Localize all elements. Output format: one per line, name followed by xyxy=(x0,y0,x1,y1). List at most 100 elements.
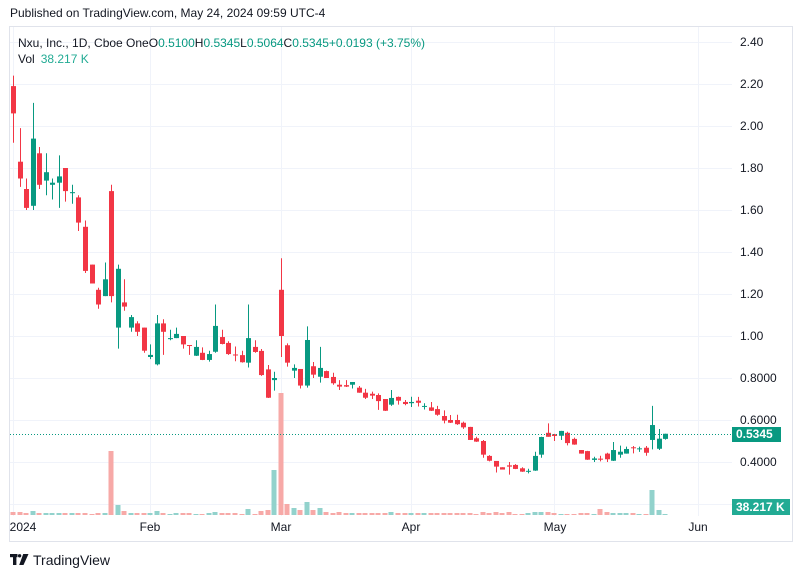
volume-bar xyxy=(460,513,466,515)
volume-bar xyxy=(225,513,231,515)
volume-bar xyxy=(291,508,297,515)
candle-up xyxy=(57,155,62,208)
candle-up xyxy=(422,403,427,410)
price-tick: 1.60 xyxy=(740,203,764,217)
volume-bar xyxy=(180,513,186,515)
volume-bar xyxy=(584,513,590,515)
volume-bar xyxy=(258,511,264,515)
candle-down xyxy=(142,327,147,353)
volume-bar xyxy=(356,513,362,515)
candle-up xyxy=(50,178,55,200)
volume-bar xyxy=(323,512,329,515)
volume-bar xyxy=(525,513,531,515)
candle-down xyxy=(565,431,570,446)
candle-down xyxy=(90,264,95,284)
tradingview-logo-icon xyxy=(10,554,29,565)
volume-bar xyxy=(95,513,101,515)
candle-down xyxy=(513,464,518,470)
open-value: 0.5100 xyxy=(158,36,195,50)
volume-bar xyxy=(473,514,479,515)
volume-bar xyxy=(617,513,623,515)
candle-down xyxy=(76,195,81,231)
candle-down xyxy=(253,340,258,353)
candle-down xyxy=(383,399,388,411)
candle-up xyxy=(148,344,153,360)
candle-down xyxy=(403,400,408,406)
candle-up xyxy=(155,315,160,366)
candle-down xyxy=(487,455,492,462)
candle-up xyxy=(103,262,108,297)
price-tick: 1.20 xyxy=(740,287,764,301)
volume-bar xyxy=(551,513,557,515)
volume-bar xyxy=(447,513,453,515)
candle-down xyxy=(285,343,290,367)
time-tick-2024: 2024 xyxy=(10,520,37,534)
candle-up xyxy=(318,346,323,383)
volume-bar xyxy=(591,514,597,515)
candle-down xyxy=(135,321,140,336)
volume-bar xyxy=(604,512,610,515)
candle-down xyxy=(507,462,512,475)
volume-bar xyxy=(623,513,629,515)
volume-bar xyxy=(558,514,564,515)
price-tick: 2.40 xyxy=(740,35,764,49)
tradingview-branding[interactable]: TradingView xyxy=(10,552,110,568)
candle-down xyxy=(298,368,303,389)
candle-up xyxy=(637,446,642,452)
close-label: C xyxy=(283,36,293,50)
volume-bar xyxy=(597,509,603,515)
volume-bar xyxy=(108,451,114,515)
candle-down xyxy=(259,349,264,376)
volume-bar xyxy=(206,513,212,515)
candle-down xyxy=(220,329,225,345)
candle-down xyxy=(161,319,166,355)
volume-bar xyxy=(630,513,636,515)
volume-bar xyxy=(128,513,134,515)
price-tick: 2.00 xyxy=(740,119,764,133)
candle-up xyxy=(409,396,414,407)
candle-up xyxy=(592,456,597,462)
volume-bar xyxy=(343,513,349,515)
candle-up xyxy=(533,451,538,471)
volume-bar xyxy=(610,513,616,515)
candle-up xyxy=(246,304,251,368)
volume-bar xyxy=(571,514,577,515)
volume-bar xyxy=(278,393,284,515)
time-tick-may: May xyxy=(543,520,567,534)
candle-down xyxy=(546,423,551,437)
volume-bar xyxy=(421,513,427,515)
low-label: L xyxy=(240,36,247,50)
volume-bar xyxy=(362,513,368,515)
volume-bar xyxy=(402,513,408,515)
price-tick: 1.80 xyxy=(740,161,764,175)
time-axis[interactable]: 2024 Feb Mar Apr May Jun xyxy=(10,519,732,537)
candle-down xyxy=(200,347,205,361)
candle-down xyxy=(448,414,453,423)
candle-down xyxy=(233,346,238,362)
candle-up xyxy=(129,315,134,332)
volume-label[interactable]: Vol xyxy=(18,52,35,66)
candle-down xyxy=(18,128,23,187)
volume-bar xyxy=(265,510,271,515)
candle-down xyxy=(598,455,603,462)
candle-down xyxy=(331,372,336,385)
volume-bar xyxy=(382,513,388,515)
volume-bar xyxy=(147,513,153,515)
symbol-title[interactable]: Nxu, Inc., 1D, Cboe One xyxy=(18,36,149,50)
candle-down xyxy=(572,437,577,445)
candle-down xyxy=(266,364,271,398)
change-value: +0.0193 (+3.75%) xyxy=(328,36,425,50)
candle-down xyxy=(344,380,349,388)
volume-bar xyxy=(199,514,205,515)
price-tick: 1.00 xyxy=(740,329,764,343)
volume-bar xyxy=(62,513,68,515)
volume-bar xyxy=(141,513,147,515)
candle-up xyxy=(663,433,668,440)
volume-bar xyxy=(69,513,75,515)
candle-up xyxy=(207,350,212,362)
volume-bar xyxy=(49,513,55,515)
open-label: O xyxy=(148,36,159,50)
volume-bar xyxy=(304,502,310,515)
candle-down xyxy=(37,147,42,189)
